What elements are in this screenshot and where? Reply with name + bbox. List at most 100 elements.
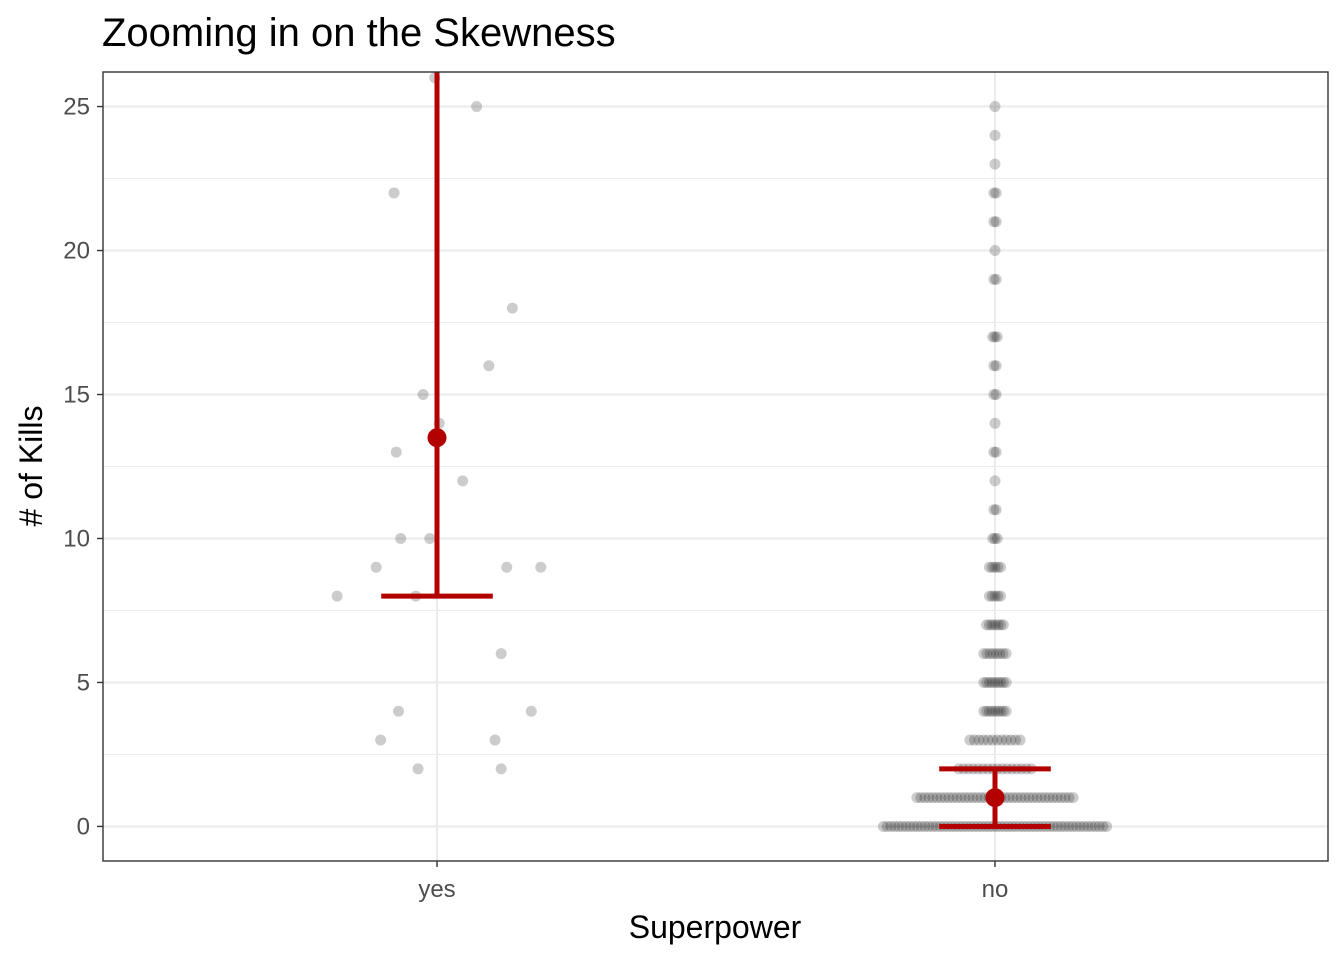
data-point <box>997 619 1009 631</box>
data-point <box>978 705 990 717</box>
data-point <box>992 705 1004 717</box>
data-point <box>983 619 995 631</box>
data-point <box>989 619 1001 631</box>
data-point <box>943 792 955 804</box>
data-point <box>989 705 1001 717</box>
y-tick-label: 0 <box>77 813 90 840</box>
data-point <box>1007 792 1019 804</box>
data-point <box>984 648 996 660</box>
grid-lines <box>103 72 1328 861</box>
data-point <box>495 763 507 775</box>
data-point <box>915 792 927 804</box>
data-point <box>988 187 1000 199</box>
data-point <box>997 648 1009 660</box>
data-point <box>1014 734 1026 746</box>
data-point <box>978 734 990 746</box>
y-axis: 0 5 10 15 20 25 <box>63 94 103 840</box>
x-tick-label: yes <box>418 876 455 903</box>
data-point <box>995 705 1007 717</box>
data-point <box>1005 734 1017 746</box>
data-point <box>923 792 935 804</box>
data-point <box>939 792 951 804</box>
data-point <box>1093 820 1105 832</box>
data-point <box>989 129 1001 141</box>
data-point <box>989 245 1001 257</box>
data-point <box>971 792 983 804</box>
data-point <box>991 648 1003 660</box>
data-point <box>991 532 1003 544</box>
data-point <box>904 820 916 832</box>
data-point <box>331 590 343 602</box>
data-point <box>881 820 893 832</box>
data-point <box>1011 792 1023 804</box>
data-point <box>1023 792 1035 804</box>
x-axis: yes no <box>418 861 1008 903</box>
data-point <box>1010 734 1022 746</box>
data-point <box>471 101 483 113</box>
data-point <box>1000 705 1012 717</box>
data-point <box>896 820 908 832</box>
data-point <box>989 417 1001 429</box>
data-point <box>927 820 939 832</box>
summary-error-bars <box>381 72 1051 829</box>
data-point <box>989 676 1001 688</box>
y-tick-label: 25 <box>63 94 90 121</box>
data-point <box>986 676 998 688</box>
chart-title: Zooming in on the Skewness <box>102 11 616 55</box>
data-point <box>1067 792 1079 804</box>
data-point <box>990 446 1002 458</box>
data-point <box>1055 820 1067 832</box>
data-point <box>988 216 1000 228</box>
data-point <box>981 648 993 660</box>
data-point <box>885 820 897 832</box>
data-point <box>908 820 920 832</box>
data-point <box>1000 648 1012 660</box>
data-point <box>1074 820 1086 832</box>
data-point <box>412 763 424 775</box>
data-point <box>992 676 1004 688</box>
data-point <box>989 532 1001 544</box>
data-point <box>995 590 1007 602</box>
data-point <box>923 820 935 832</box>
data-point <box>955 792 967 804</box>
data-point <box>535 561 547 573</box>
data-point <box>1082 820 1094 832</box>
data-point <box>506 302 518 314</box>
data-point <box>992 561 1004 573</box>
y-tick-label: 20 <box>63 238 90 265</box>
data-point <box>947 792 959 804</box>
data-point <box>392 705 404 717</box>
panel-border <box>102 71 1329 862</box>
data-point <box>988 360 1000 372</box>
data-point <box>501 561 513 573</box>
data-point <box>1059 792 1071 804</box>
data-point <box>1078 820 1090 832</box>
data-point <box>963 792 975 804</box>
x-axis-title: Superpower <box>629 909 802 945</box>
data-point <box>1000 676 1012 688</box>
data-point <box>983 705 995 717</box>
data-point <box>989 331 1001 343</box>
data-point <box>988 504 1000 516</box>
data-point <box>375 734 387 746</box>
data-point <box>989 158 1001 170</box>
data-point <box>1031 792 1043 804</box>
data-point <box>987 532 999 544</box>
data-point <box>1089 820 1101 832</box>
data-point <box>900 820 912 832</box>
summary-point <box>427 428 447 448</box>
data-point <box>935 792 947 804</box>
data-point <box>424 532 436 544</box>
data-point <box>919 792 931 804</box>
data-point <box>893 820 905 832</box>
data-point <box>1047 792 1059 804</box>
data-point <box>983 561 995 573</box>
data-point <box>990 187 1002 199</box>
summary-point <box>985 788 1005 808</box>
data-point <box>978 676 990 688</box>
data-point <box>990 389 1002 401</box>
data-point <box>1003 792 1015 804</box>
data-point <box>1067 820 1079 832</box>
data-point <box>1035 792 1047 804</box>
data-point <box>990 504 1002 516</box>
